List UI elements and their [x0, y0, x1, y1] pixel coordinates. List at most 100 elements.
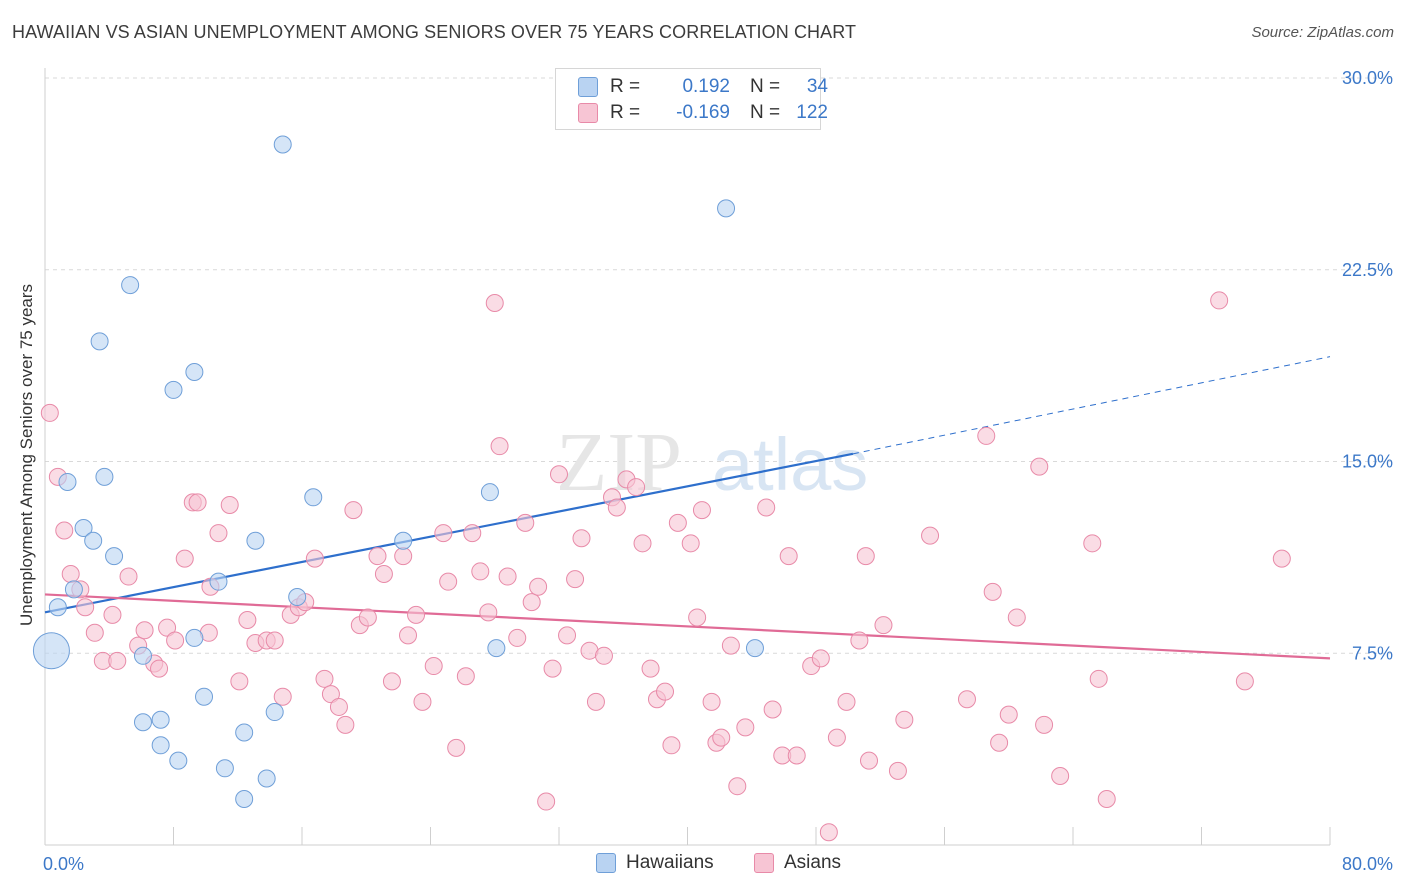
asian-point	[837, 692, 856, 711]
hawaiian-point	[58, 472, 77, 491]
asian-point	[627, 478, 646, 497]
asian-point	[434, 524, 453, 543]
asian-point	[1089, 669, 1108, 688]
asian-point	[856, 547, 875, 566]
y-tick-label: 22.5%	[1342, 260, 1393, 280]
asian-point	[633, 534, 652, 553]
chart-title: HAWAIIAN VS ASIAN UNEMPLOYMENT AMONG SEN…	[12, 22, 857, 42]
asian-point	[850, 631, 869, 650]
asian-point	[763, 700, 782, 719]
hawaiian-point	[745, 639, 764, 658]
asian-point	[344, 501, 363, 520]
asian-point	[209, 524, 228, 543]
asian-point	[712, 728, 731, 747]
asian-point	[1097, 789, 1116, 808]
hawaiian-point	[246, 531, 265, 550]
asian-point	[999, 705, 1018, 724]
asian-point	[819, 823, 838, 842]
asians-swatch	[578, 103, 598, 123]
asian-point	[394, 547, 413, 566]
source-label: Source: ZipAtlas.com	[1251, 24, 1394, 41]
asian-point	[692, 501, 711, 520]
gridlines	[45, 77, 1392, 654]
asian-point	[108, 651, 127, 670]
legend-row-asians: R = -0.169 N = 122	[578, 101, 828, 125]
asian-point	[407, 605, 426, 624]
asians-trend-line	[44, 593, 1331, 660]
hawaiian-point	[185, 628, 204, 647]
x-tick-label: 0.0%	[43, 854, 84, 874]
hawaiian-point	[257, 769, 276, 788]
asian-point	[40, 403, 59, 422]
asian-point	[498, 567, 517, 586]
hawaiian-point	[235, 723, 254, 742]
hawaiian-point	[90, 332, 109, 351]
hawaiian-point	[487, 639, 506, 658]
asian-point	[537, 792, 556, 811]
n-value: 34	[806, 76, 828, 97]
n-label: N =	[750, 102, 781, 123]
asian-point	[119, 567, 138, 586]
hawaiian-point	[273, 135, 292, 154]
asian-point	[150, 659, 169, 678]
asian-point	[238, 611, 257, 630]
hawaiian-point	[185, 363, 204, 382]
asian-point	[158, 618, 177, 637]
asian-point	[757, 498, 776, 517]
asian-point	[103, 605, 122, 624]
correlation-legend: R = 0.192 N = 34 R = -0.169 N = 122	[555, 68, 828, 130]
asian-point	[336, 715, 355, 734]
hawaiian-point	[195, 687, 214, 706]
r-label: R =	[610, 76, 641, 97]
asian-point	[736, 718, 755, 737]
asian-point	[656, 682, 675, 701]
asian-point	[977, 426, 996, 445]
asian-point	[471, 562, 490, 581]
hawaiian-point	[235, 789, 254, 808]
legend-item-hawaiians: Hawaiians	[596, 852, 714, 874]
asian-point	[1210, 291, 1229, 310]
asian-point	[594, 646, 613, 665]
asian-point	[787, 746, 806, 765]
asian-point	[55, 521, 74, 540]
asian-point	[550, 465, 568, 484]
hawaiian-point	[215, 759, 234, 778]
r-label: R =	[610, 102, 641, 123]
asian-point	[957, 690, 976, 709]
hawaiian-point	[133, 646, 152, 665]
asian-point	[368, 547, 387, 566]
watermark: ZIP atlas	[556, 416, 868, 509]
asian-point	[522, 593, 541, 612]
legend-label-asians: Asians	[784, 852, 842, 873]
hawaiian-point	[48, 598, 67, 617]
asian-point	[1035, 715, 1054, 734]
asian-point	[529, 577, 548, 596]
asian-point	[76, 598, 95, 617]
y-tick-label: 7.5%	[1352, 643, 1393, 663]
asian-point	[811, 649, 830, 668]
asian-point	[888, 761, 907, 780]
data-points	[32, 135, 1291, 842]
asian-point	[166, 631, 185, 650]
asian-point	[456, 667, 475, 686]
asian-point	[702, 692, 721, 711]
hawaiian-point	[288, 588, 307, 607]
hawaiian-point	[717, 199, 736, 218]
hawaiian-point	[121, 276, 140, 295]
watermark-atlas: atlas	[712, 423, 868, 506]
hawaiian-point	[480, 483, 499, 502]
n-value: 122	[796, 102, 828, 123]
asian-point	[230, 672, 249, 691]
asian-point	[1051, 766, 1070, 785]
asian-point	[874, 616, 893, 635]
asian-point	[175, 549, 194, 568]
hawaiian-point	[95, 467, 114, 486]
asian-point	[895, 710, 914, 729]
asian-point	[586, 692, 605, 711]
hawaiian-point	[304, 488, 323, 507]
r-value: -0.169	[676, 102, 730, 123]
asian-point	[265, 631, 284, 650]
asian-point	[220, 495, 239, 514]
asian-point	[688, 608, 707, 627]
